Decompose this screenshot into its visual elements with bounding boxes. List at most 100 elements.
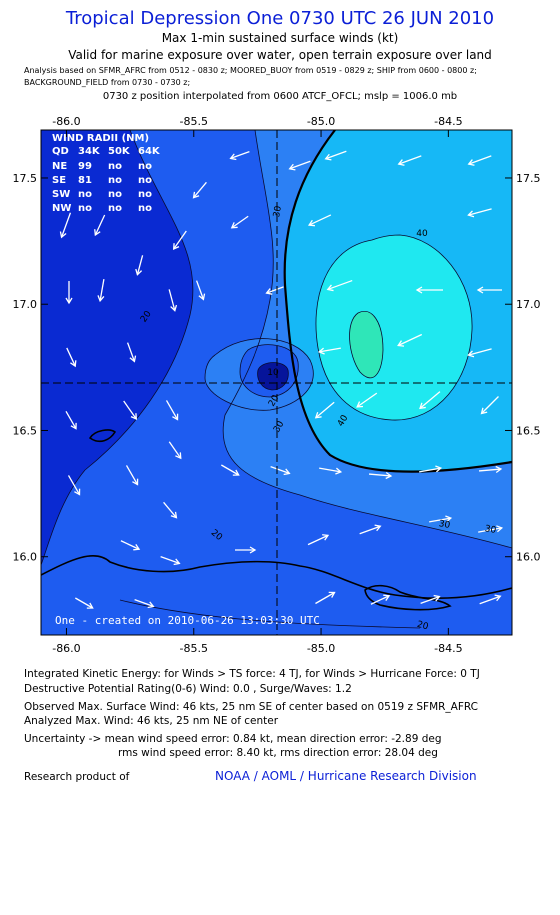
contour-label: 30 — [484, 524, 497, 536]
radii-cell: no — [138, 189, 152, 200]
chart-title: Tropical Depression One 0730 UTC 26 JUN … — [65, 8, 495, 29]
wind-arrow — [66, 347, 77, 368]
radii-cell: 99 — [78, 161, 92, 172]
wind-arrow — [160, 555, 181, 566]
contour-label: 30 — [272, 205, 284, 218]
radii-cell: NE — [52, 161, 67, 172]
wind-arrow — [97, 279, 105, 303]
analysis-sources: Analysis based on SFMR_AFRC from 0512 - … — [24, 66, 477, 75]
lat-tick-label-right: 16.5 — [516, 424, 541, 437]
plot-frame — [40, 129, 513, 636]
wind-arrow — [65, 411, 77, 430]
wind-arrow — [307, 534, 330, 546]
wind-arrow — [270, 465, 291, 476]
radii-cell: NW — [52, 203, 71, 214]
lon-tick-label-bottom: -86.0 — [52, 642, 80, 655]
wind-arrow — [172, 230, 187, 251]
center-crosshair — [41, 130, 512, 635]
wind-arrow — [168, 441, 182, 460]
wind-arrow — [67, 475, 81, 496]
map-credit: One - created on 2010-06-26 13:03:30 UTC — [55, 614, 320, 627]
wind-field — [41, 130, 512, 635]
wind-arrow — [59, 212, 72, 239]
wind-arrow — [415, 286, 443, 294]
wind-arrow — [397, 155, 422, 166]
radii-cell: 81 — [78, 175, 92, 186]
uncertainty-line-1: Uncertainty -> mean wind speed error: 0.… — [24, 733, 442, 745]
wind-arrow — [75, 597, 94, 609]
lon-tick-label-top: -84.5 — [434, 115, 462, 128]
radii-cell: no — [108, 203, 122, 214]
lat-tick-label-left: 16.5 — [13, 424, 38, 437]
wind-arrow — [326, 279, 353, 292]
wind-arrow — [65, 281, 73, 305]
wind-arrow — [221, 464, 240, 476]
wind-arrow — [94, 214, 106, 237]
lon-tick-label-top: -86.0 — [52, 115, 80, 128]
wind-arrow — [476, 286, 502, 294]
ike-line: Integrated Kinetic Energy: for Winds > T… — [24, 668, 480, 680]
radii-cell: no — [138, 161, 152, 172]
wind-arrow — [479, 594, 502, 605]
wind-arrow — [478, 525, 504, 533]
chart-subtitle: Max 1-min sustained surface winds (kt) — [161, 31, 399, 45]
axis-ticks — [41, 130, 512, 635]
wind-radii-table: WIND RADII (NM) QD 34K 50K 64K NE 99 no no SE 81 no… — [52, 133, 161, 214]
uncertainty-line-2: rms wind speed error: 8.40 kt, rms direc… — [118, 747, 438, 759]
wind-arrow — [356, 392, 378, 408]
noaa-aoml-hrd-link[interactable]: NOAA / AOML / Hurricane Research Divisio… — [215, 769, 477, 783]
wind-arrow — [265, 286, 284, 295]
wind-arrow — [478, 465, 503, 473]
contour-label: 30 — [438, 519, 451, 531]
dpr-line: Destructive Potential Rating(0-6) Wind: … — [24, 683, 352, 695]
radii-cell: no — [108, 175, 122, 186]
wind-arrow — [420, 594, 441, 605]
wind-arrow — [397, 333, 423, 347]
radii-cell: no — [78, 203, 92, 214]
wind-arrow — [317, 347, 341, 355]
tropical-storm-force-contour — [283, 130, 512, 473]
wind-arrow — [315, 591, 336, 605]
position-note: 0730 z position interpolated from 0600 A… — [102, 91, 458, 102]
wind-arrow — [307, 214, 332, 227]
analysis-background: BACKGROUND_FIELD from 0730 - 0730 z; — [24, 78, 191, 87]
wind-band-45kt — [349, 311, 383, 378]
wind-arrow — [120, 540, 141, 551]
contour-label: 20 — [416, 620, 430, 633]
wind-arrow — [314, 401, 335, 419]
wind-vectors — [59, 150, 504, 609]
radii-header-cell: 34K — [78, 146, 101, 157]
wind-arrow — [125, 465, 139, 486]
lon-tick-label-bottom: -85.5 — [180, 642, 208, 655]
wind-arrow — [163, 501, 178, 519]
wind-arrow — [288, 160, 311, 171]
observed-max-wind: Observed Max. Surface Wind: 46 kts, 25 n… — [24, 701, 479, 713]
wind-arrow — [480, 396, 499, 415]
wind-arrow — [135, 255, 144, 276]
center-band-10kt — [257, 362, 289, 390]
lat-tick-label-left: 17.0 — [13, 298, 38, 311]
contour-label: 10 — [267, 368, 279, 378]
analyzed-max-wind: Analyzed Max. Wind: 46 kts, 25 nm NE of … — [24, 715, 279, 727]
wind-arrow — [419, 465, 443, 473]
lon-tick-label-bottom: -85.0 — [307, 642, 335, 655]
radii-cell: SW — [52, 189, 70, 200]
radii-cell: no — [138, 203, 152, 214]
wind-arrow — [134, 598, 155, 609]
wind-arrow — [319, 467, 343, 475]
lat-tick-label-left: 16.0 — [13, 551, 38, 564]
wind-arrow — [419, 391, 441, 410]
exposure-note: Valid for marine exposure over water, op… — [68, 48, 492, 62]
wind-arrow — [230, 215, 249, 229]
radii-header-cell: 64K — [138, 146, 161, 157]
lat-tick-label-right: 17.0 — [516, 298, 541, 311]
contour-label: 40 — [416, 229, 428, 239]
wind-arrow — [324, 150, 347, 161]
wind-arrow — [467, 155, 492, 166]
radii-header-cell: 50K — [108, 146, 131, 157]
wind-arrow — [192, 181, 207, 199]
radii-header-cell: QD — [52, 146, 69, 157]
research-label: Research product of — [24, 771, 130, 783]
